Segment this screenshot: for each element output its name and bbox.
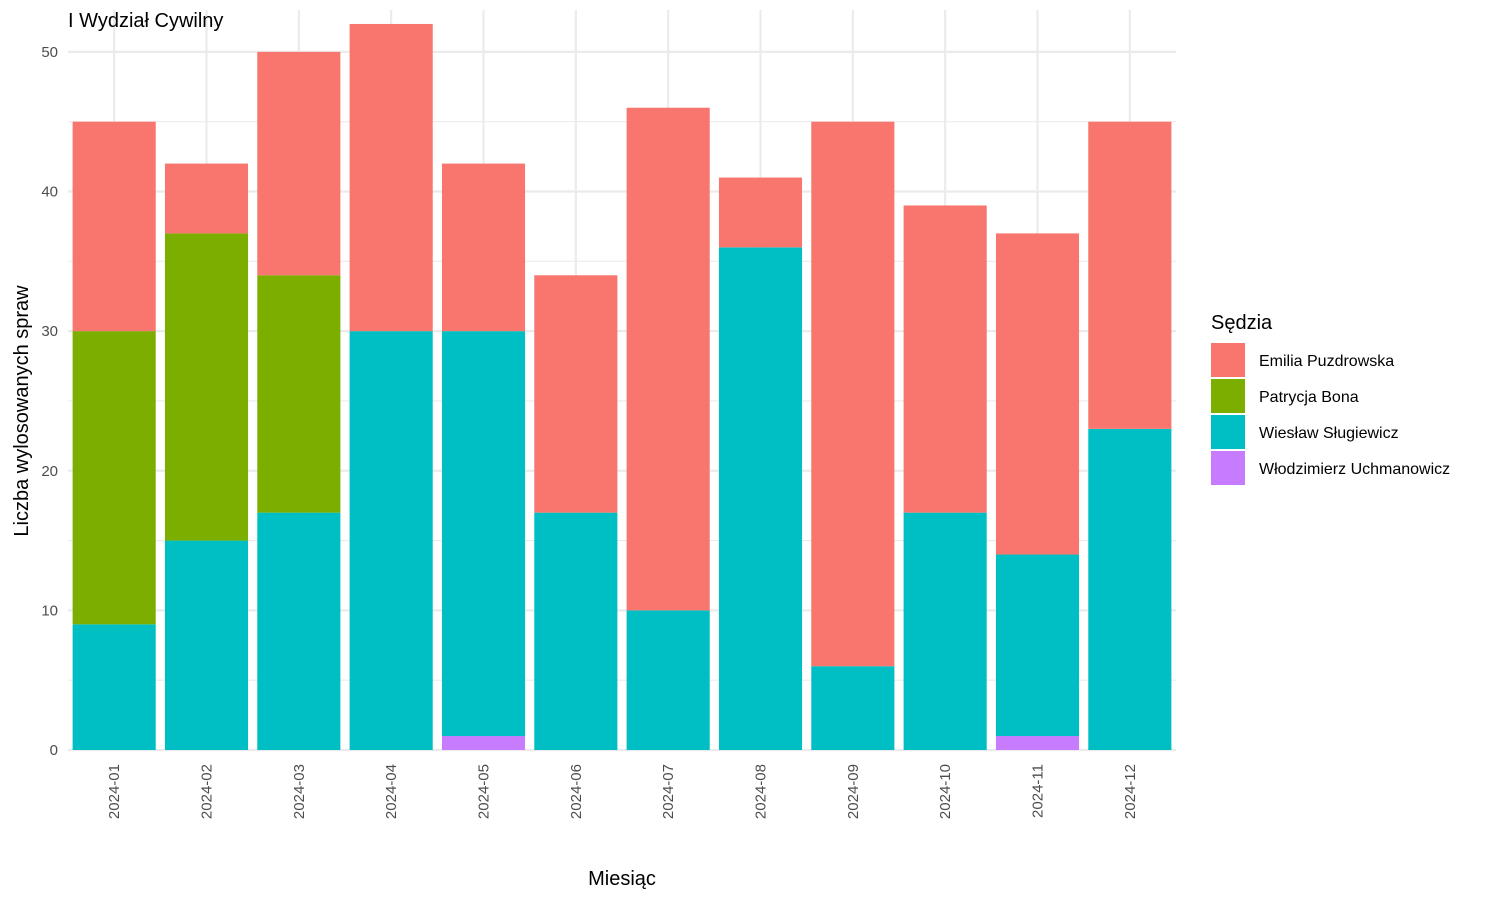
bar-segment (257, 512, 341, 750)
x-tick-label: 2024-06 (568, 764, 585, 819)
legend-title: Sędzia (1211, 312, 1273, 334)
y-tick-label: 0 (50, 742, 58, 759)
bars (72, 23, 1172, 750)
bar-segment (441, 331, 526, 737)
x-tick-label: 2024-10 (937, 764, 954, 819)
x-tick-label: 2024-09 (845, 764, 862, 819)
y-axis-title: Liczba wylosowanych spraw (11, 285, 33, 537)
bar-segment (257, 275, 341, 513)
bar-segment (441, 163, 526, 332)
x-tick-label: 2024-05 (476, 764, 493, 819)
bar-segment (903, 512, 987, 750)
x-tick-label: 2024-04 (383, 764, 400, 819)
bar-segment (811, 666, 895, 750)
legend-label: Emilia Puzdrowska (1259, 353, 1394, 370)
x-tick-label: 2024-07 (660, 764, 677, 819)
y-tick-label: 30 (41, 323, 58, 340)
bar-segment (995, 554, 1080, 737)
legend-key (1211, 451, 1245, 485)
bar-segment (626, 107, 710, 611)
y-tick-label: 40 (41, 184, 58, 201)
y-tick-label: 20 (41, 463, 58, 480)
x-axis-title: Miesiąc (588, 868, 656, 890)
bar-segment (441, 736, 526, 750)
bar-segment (164, 540, 249, 750)
bar-segment (718, 247, 803, 750)
legend-key (1211, 343, 1245, 377)
x-tick-label: 2024-11 (1030, 764, 1047, 818)
x-tick-label: 2024-01 (106, 764, 123, 819)
bar-segment (903, 205, 987, 513)
bar-segment (72, 331, 156, 625)
legend-key (1211, 379, 1245, 413)
bar-segment (349, 23, 433, 332)
bar-segment (72, 624, 156, 750)
bar-segment (534, 512, 618, 750)
bar-segment (718, 177, 803, 248)
bar-segment (626, 610, 710, 750)
bar-segment (164, 233, 249, 541)
bar-segment (164, 163, 249, 234)
bar-segment (349, 331, 433, 750)
bar-segment (1088, 428, 1172, 750)
legend-key (1211, 415, 1245, 449)
bar-segment (257, 51, 341, 276)
bar-segment (811, 121, 895, 667)
x-tick-label: 2024-08 (753, 764, 770, 819)
bar-segment (995, 736, 1080, 750)
legend-label: Wiesław Sługiewicz (1259, 425, 1399, 442)
axes: 0 10 20 30 40 50 2024-01 2024-02 2024-03 2024-04 2… (41, 44, 1139, 819)
legend-label: Patrycja Bona (1259, 389, 1359, 406)
bar-segment (995, 233, 1080, 555)
y-tick-label: 50 (41, 44, 58, 61)
bar-segment (72, 121, 156, 332)
legend: Sędzia Emilia Puzdrowska Patrycja Bona Wie… (1211, 312, 1450, 485)
chart-title: I Wydział Cywilny (68, 10, 223, 32)
x-tick-label: 2024-03 (291, 764, 308, 819)
bar-segment (1088, 121, 1172, 429)
bar-segment (534, 275, 618, 513)
legend-label: Włodzimierz Uchmanowicz (1259, 461, 1450, 478)
x-tick-label: 2024-12 (1122, 764, 1139, 819)
x-tick-label: 2024-02 (199, 764, 216, 819)
y-tick-label: 10 (41, 602, 58, 619)
